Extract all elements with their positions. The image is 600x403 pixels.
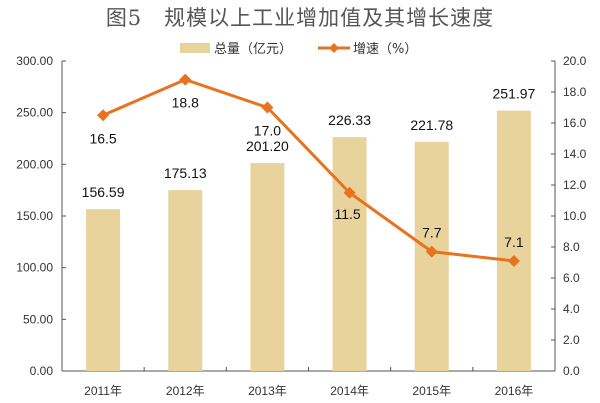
line-marker <box>97 109 110 122</box>
line-value-label: 11.5 <box>334 206 360 222</box>
line-marker <box>343 186 356 199</box>
left-tick-label: 50.00 <box>23 312 53 326</box>
line-marker <box>425 245 438 258</box>
bar <box>86 209 121 371</box>
right-tick-label: 18.0 <box>563 85 587 99</box>
legend-line-marker <box>329 43 339 53</box>
right-tick-label: 8.0 <box>563 240 580 254</box>
line-marker <box>179 73 192 86</box>
bar-value-label: 156.59 <box>82 184 125 200</box>
right-tick-label: 14.0 <box>563 147 587 161</box>
right-tick-label: 16.0 <box>563 116 587 130</box>
legend-bar-label: 总量（亿元） <box>214 42 292 57</box>
chart-title: 图5 规模以上工业增加值及其增长速度 <box>105 6 495 30</box>
left-tick-label: 150.00 <box>16 209 53 223</box>
bar <box>250 163 285 371</box>
bar <box>168 190 203 371</box>
line-value-label: 7.1 <box>504 234 524 250</box>
line-value-label: 17.0 <box>254 123 281 139</box>
bar <box>496 110 531 372</box>
line-value-label: 7.7 <box>422 225 442 241</box>
bar-value-label: 251.97 <box>493 86 536 102</box>
bar <box>332 137 367 371</box>
bar-value-label: 201.20 <box>246 138 289 154</box>
growth-line <box>102 77 515 263</box>
bar-value-label: 226.33 <box>328 112 371 128</box>
line-value-label: 18.8 <box>172 95 199 111</box>
line-marker <box>261 101 274 114</box>
left-tick-label: 0.00 <box>30 364 54 378</box>
x-tick-label: 2013年 <box>248 384 287 398</box>
left-tick-label: 100.00 <box>16 261 53 275</box>
right-tick-label: 10.0 <box>563 209 587 223</box>
x-tick-label: 2014年 <box>330 384 369 398</box>
left-tick-label: 250.00 <box>16 106 53 120</box>
x-tick-label: 2016年 <box>495 384 534 398</box>
legend-bar-swatch <box>180 43 210 53</box>
left-tick-label: 200.00 <box>16 157 53 171</box>
right-tick-label: 0.0 <box>563 364 580 378</box>
legend-line-label: 增速（%） <box>353 42 417 57</box>
x-tick-label: 2012年 <box>166 384 205 398</box>
right-tick-label: 12.0 <box>563 178 587 192</box>
left-tick-label: 300.00 <box>16 54 53 68</box>
line-value-label: 16.5 <box>89 130 116 146</box>
x-tick-label: 2015年 <box>412 384 451 398</box>
bar-value-label: 221.78 <box>410 117 453 133</box>
bar-value-label: 175.13 <box>164 165 207 181</box>
x-tick-label: 2011年 <box>84 384 122 398</box>
right-tick-label: 4.0 <box>563 302 580 316</box>
right-tick-label: 20.0 <box>563 54 587 68</box>
right-tick-label: 6.0 <box>563 271 580 285</box>
line-marker <box>507 254 520 267</box>
right-tick-label: 2.0 <box>563 333 580 347</box>
